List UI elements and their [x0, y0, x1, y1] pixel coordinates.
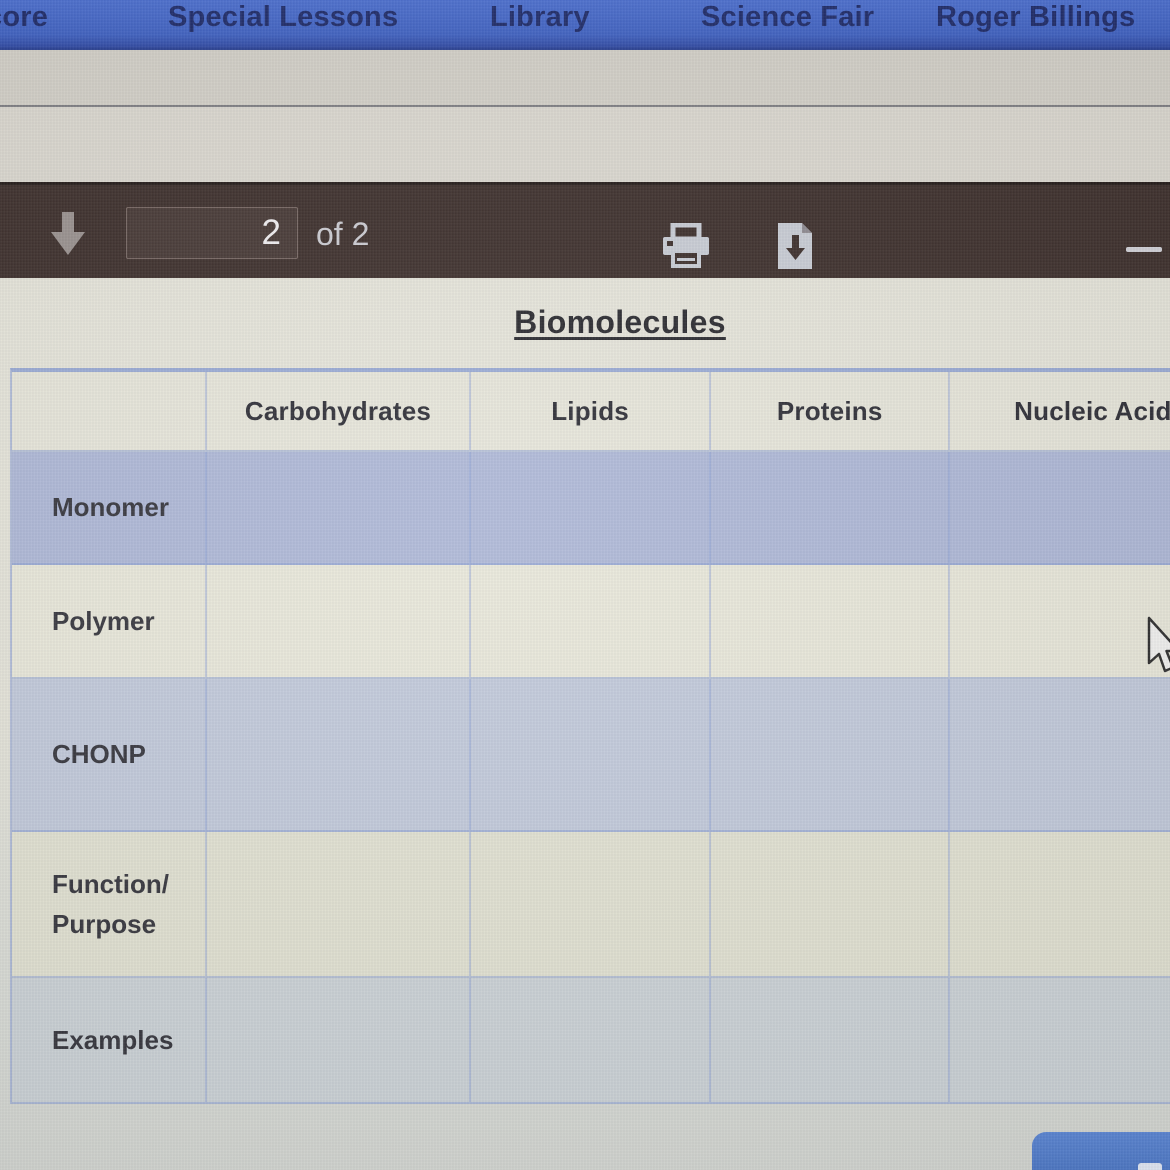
cell-chonp-proteins[interactable]	[711, 679, 951, 830]
table-row-examples: Examples	[12, 978, 1170, 1104]
cell-function-carbohydrates[interactable]	[207, 832, 472, 976]
cell-polymer-proteins[interactable]	[711, 565, 951, 677]
cursor-arrow-icon	[1147, 616, 1170, 673]
table-header-row: Carbohydrates Lipids Proteins Nucleic Ac…	[12, 372, 1170, 452]
scroll-down-button[interactable]	[46, 211, 90, 262]
printer-icon	[663, 222, 709, 268]
cell-function-lipids[interactable]	[471, 832, 711, 976]
cell-monomer-lipids[interactable]	[471, 452, 711, 563]
cell-polymer-lipids[interactable]	[471, 565, 711, 677]
cell-monomer-carbohydrates[interactable]	[207, 452, 472, 563]
row-label-function-purpose: Function/ Purpose	[52, 868, 169, 939]
cell-chonp-nucleic-acids[interactable]	[950, 679, 1170, 830]
row-label-examples: Examples	[52, 1024, 174, 1055]
header-cell-proteins: Proteins	[711, 372, 951, 450]
page-number-input[interactable]: 2	[126, 207, 298, 259]
floating-action-button[interactable]	[1032, 1132, 1170, 1170]
subheader-strip	[0, 50, 1170, 182]
row-label-cell: Polymer	[12, 565, 207, 677]
column-header-proteins: Proteins	[776, 395, 883, 426]
cell-examples-proteins[interactable]	[711, 978, 951, 1102]
subheader-lower	[0, 107, 1170, 182]
table-row-chonp: CHONP	[12, 679, 1170, 832]
floating-button-glyph	[1138, 1163, 1162, 1170]
table-row-monomer: Monomer	[12, 452, 1170, 565]
biomolecules-table: Carbohydrates Lipids Proteins Nucleic Ac…	[10, 368, 1170, 1104]
header-cell-blank	[12, 372, 207, 450]
top-navbar: core Special Lessons Library Science Fai…	[0, 0, 1170, 50]
table-row-polymer: Polymer	[12, 565, 1170, 679]
cell-examples-nucleic-acids[interactable]	[950, 978, 1170, 1102]
document-page: Biomolecules Carbohydrates Lipids Protei…	[0, 278, 1170, 1170]
nav-item-science-fair[interactable]: Science Fair	[701, 1, 875, 33]
subheader-upper	[0, 50, 1170, 105]
pdf-toolbar: 2 of 2	[0, 182, 1170, 278]
table-row-function-purpose: Function/ Purpose	[12, 832, 1170, 978]
cell-monomer-nucleic-acids[interactable]	[950, 452, 1170, 563]
cell-chonp-lipids[interactable]	[471, 679, 711, 830]
header-cell-carbohydrates: Carbohydrates	[207, 372, 472, 450]
print-button[interactable]	[662, 222, 710, 274]
cell-polymer-nucleic-acids[interactable]	[950, 565, 1170, 677]
nav-item-roger-billings[interactable]: Roger Billings	[936, 1, 1136, 33]
header-cell-lipids: Lipids	[471, 372, 711, 450]
header-cell-nucleic-acids: Nucleic Acids	[950, 372, 1170, 450]
row-label-cell: Function/ Purpose	[12, 832, 207, 976]
cell-examples-lipids[interactable]	[471, 978, 711, 1102]
zoom-out-button[interactable]	[1126, 247, 1162, 252]
row-label-chonp: CHONP	[52, 739, 146, 770]
nav-item-core[interactable]: core	[0, 1, 49, 33]
row-label-monomer: Monomer	[52, 492, 169, 523]
download-icon	[778, 223, 812, 269]
row-label-cell: CHONP	[12, 679, 207, 830]
cell-function-proteins[interactable]	[711, 832, 951, 976]
down-arrow-icon	[51, 212, 85, 255]
column-header-lipids: Lipids	[551, 395, 629, 426]
cell-examples-carbohydrates[interactable]	[207, 978, 472, 1102]
mouse-cursor	[1146, 616, 1170, 681]
cell-chonp-carbohydrates[interactable]	[207, 679, 472, 830]
page-count-label: of 2	[316, 216, 370, 252]
cell-polymer-carbohydrates[interactable]	[207, 565, 472, 677]
download-button[interactable]	[776, 221, 814, 276]
cell-monomer-proteins[interactable]	[711, 452, 951, 563]
cell-function-nucleic-acids[interactable]	[950, 832, 1170, 976]
document-title: Biomolecules	[514, 304, 726, 340]
row-label-cell: Monomer	[12, 452, 207, 563]
row-label-polymer: Polymer	[52, 605, 155, 636]
column-header-carbohydrates: Carbohydrates	[244, 395, 432, 426]
row-label-cell: Examples	[12, 978, 207, 1102]
horizontal-divider	[0, 105, 1170, 107]
column-header-nucleic-acids: Nucleic Acids	[1014, 395, 1170, 426]
nav-item-library[interactable]: Library	[490, 1, 590, 33]
nav-item-special-lessons[interactable]: Special Lessons	[168, 1, 399, 33]
